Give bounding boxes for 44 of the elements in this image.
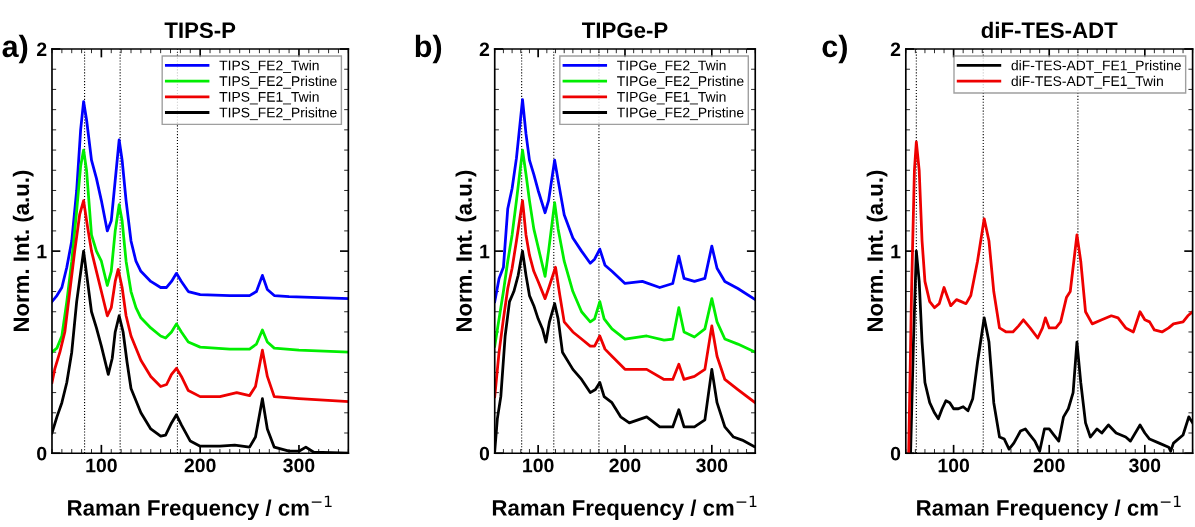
y-tick-label: 0 bbox=[37, 446, 47, 461]
y-tick-label: 1 bbox=[37, 244, 47, 259]
legend-label: diF-TES-ADT_FE1_Pristine bbox=[1011, 60, 1181, 73]
line-series bbox=[51, 148, 349, 354]
legend-label: diF-TES-ADT_FE1_Twin bbox=[1011, 75, 1163, 89]
legend-label: TIPGe_FE2_Pristine bbox=[617, 107, 744, 121]
chart-title: diF-TES-ADT bbox=[981, 21, 1118, 39]
y-tick-label: 2 bbox=[479, 42, 490, 57]
text: c) bbox=[822, 34, 847, 64]
line-series bbox=[51, 199, 349, 404]
legend-label: TIPGe_FE1_Twin bbox=[617, 91, 726, 105]
x-tick-label: 200 bbox=[1033, 458, 1065, 473]
y-axis-title: Norm. Int. (a.u.) bbox=[866, 170, 888, 332]
text: a) bbox=[2, 34, 28, 64]
legend-label: TIPS_FE2_Pristine bbox=[219, 75, 337, 89]
y-tick-label: 0 bbox=[890, 446, 901, 461]
x-tick-label: 100 bbox=[938, 458, 970, 473]
legend-label: TIPGe_FE2_Twin bbox=[617, 60, 726, 73]
line-series bbox=[494, 199, 756, 405]
x-axis-title: Raman Frequency / cm$^{−1}$ bbox=[917, 495, 1181, 521]
y-tick-label: 2 bbox=[890, 42, 901, 57]
x-tick-label: 200 bbox=[609, 458, 641, 473]
x-tick-label: 300 bbox=[283, 458, 315, 473]
legend-label: TIPS_FE1_Twin bbox=[219, 91, 319, 105]
x-tick-label: 200 bbox=[184, 458, 216, 473]
chart-title: TIPGe-P bbox=[582, 22, 668, 39]
y-axis-title: Norm. Int. (a.u.) bbox=[455, 170, 477, 332]
x-axis-title: Raman Frequency / cm$^{−1}$ bbox=[68, 495, 332, 521]
chart-title: TIPS-P bbox=[164, 22, 236, 39]
legend-label: TIPS_FE2_Prisitne bbox=[219, 107, 337, 121]
y-tick-label: 0 bbox=[479, 446, 490, 461]
y-tick-label: 1 bbox=[891, 244, 901, 259]
y-axis-title: Norm. Int. (a.u.) bbox=[12, 170, 34, 332]
x-tick-label: 300 bbox=[696, 458, 728, 473]
legend-label: TIPS_FE2_Twin bbox=[219, 60, 319, 73]
x-axis-title: Raman Frequency / cm$^{−1}$ bbox=[492, 495, 757, 521]
x-tick-label: 100 bbox=[86, 458, 117, 473]
y-tick-label: 2 bbox=[36, 42, 47, 57]
text: b) bbox=[415, 34, 442, 64]
legend-label: TIPGe_FE2_Pristine bbox=[617, 75, 744, 89]
x-tick-label: 100 bbox=[523, 458, 554, 473]
x-tick-label: 300 bbox=[1129, 458, 1161, 473]
y-tick-label: 1 bbox=[480, 244, 490, 259]
line-series bbox=[494, 148, 756, 354]
